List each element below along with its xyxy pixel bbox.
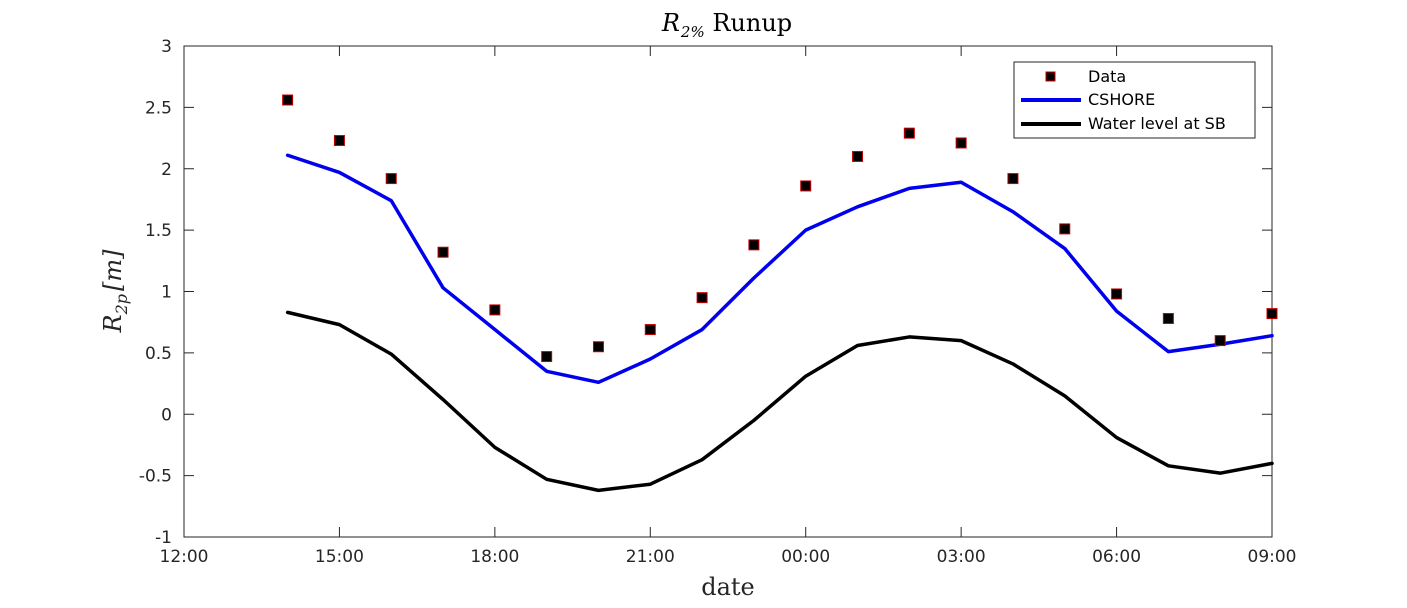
data-point <box>800 180 812 192</box>
data-point <box>644 324 656 336</box>
legend: Data CSHORE Water level at SB <box>1013 61 1256 139</box>
y-tick-label: -0.5 <box>139 467 172 487</box>
data-point <box>385 173 397 185</box>
data-point <box>489 304 501 316</box>
data-point <box>1214 335 1226 347</box>
x-tick-label: 18:00 <box>470 547 519 567</box>
x-tick-label: 06:00 <box>1092 547 1141 567</box>
x-axis: 12:00 15:00 18:00 21:00 00:00 03:00 06:00 09:00 <box>160 46 1297 567</box>
y-tick-label: 0 <box>161 405 172 425</box>
data-point <box>437 246 449 258</box>
series-layer <box>282 94 1278 493</box>
data-point <box>1059 223 1071 235</box>
data-point <box>333 135 345 147</box>
data-point <box>1007 173 1019 185</box>
chart-title: R2% Runup <box>661 9 792 41</box>
data-point <box>1111 288 1123 300</box>
legend-marker-data <box>1045 71 1056 82</box>
data-point <box>696 292 708 304</box>
y-tick-label: 0.5 <box>145 344 172 364</box>
x-axis-title: date <box>701 573 755 601</box>
y-axis-title: R2p[m] <box>99 249 131 334</box>
x-tick-label: 03:00 <box>937 547 986 567</box>
x-tick-label: 15:00 <box>315 547 364 567</box>
data-point <box>903 127 915 139</box>
series-line-water-level-at-sb <box>285 310 1274 493</box>
x-tick-label: 09:00 <box>1248 547 1297 567</box>
y-tick-label: 1.5 <box>145 221 172 241</box>
data-point <box>1162 313 1174 325</box>
y-axis: -1 -0.5 0 0.5 1 1.5 2 2.5 3 <box>139 37 1272 548</box>
data-point <box>852 150 864 162</box>
x-tick-label: 21:00 <box>626 547 675 567</box>
y-tick-label: 3 <box>161 37 172 57</box>
y-tick-label: -1 <box>155 528 172 548</box>
legend-label-water-level: Water level at SB <box>1088 114 1226 133</box>
legend-label-data: Data <box>1088 67 1126 86</box>
data-point <box>955 137 967 149</box>
series-line-cshore <box>285 153 1274 385</box>
y-tick-label: 2.5 <box>145 98 172 118</box>
x-tick-label: 00:00 <box>781 547 830 567</box>
x-tick-label: 12:00 <box>160 547 209 567</box>
data-point <box>592 341 604 353</box>
data-point <box>541 351 553 363</box>
data-point <box>748 239 760 251</box>
y-tick-label: 2 <box>161 160 172 180</box>
data-point <box>282 94 294 106</box>
y-tick-label: 1 <box>161 283 172 303</box>
legend-label-cshore: CSHORE <box>1088 90 1155 109</box>
data-point <box>1266 308 1278 320</box>
